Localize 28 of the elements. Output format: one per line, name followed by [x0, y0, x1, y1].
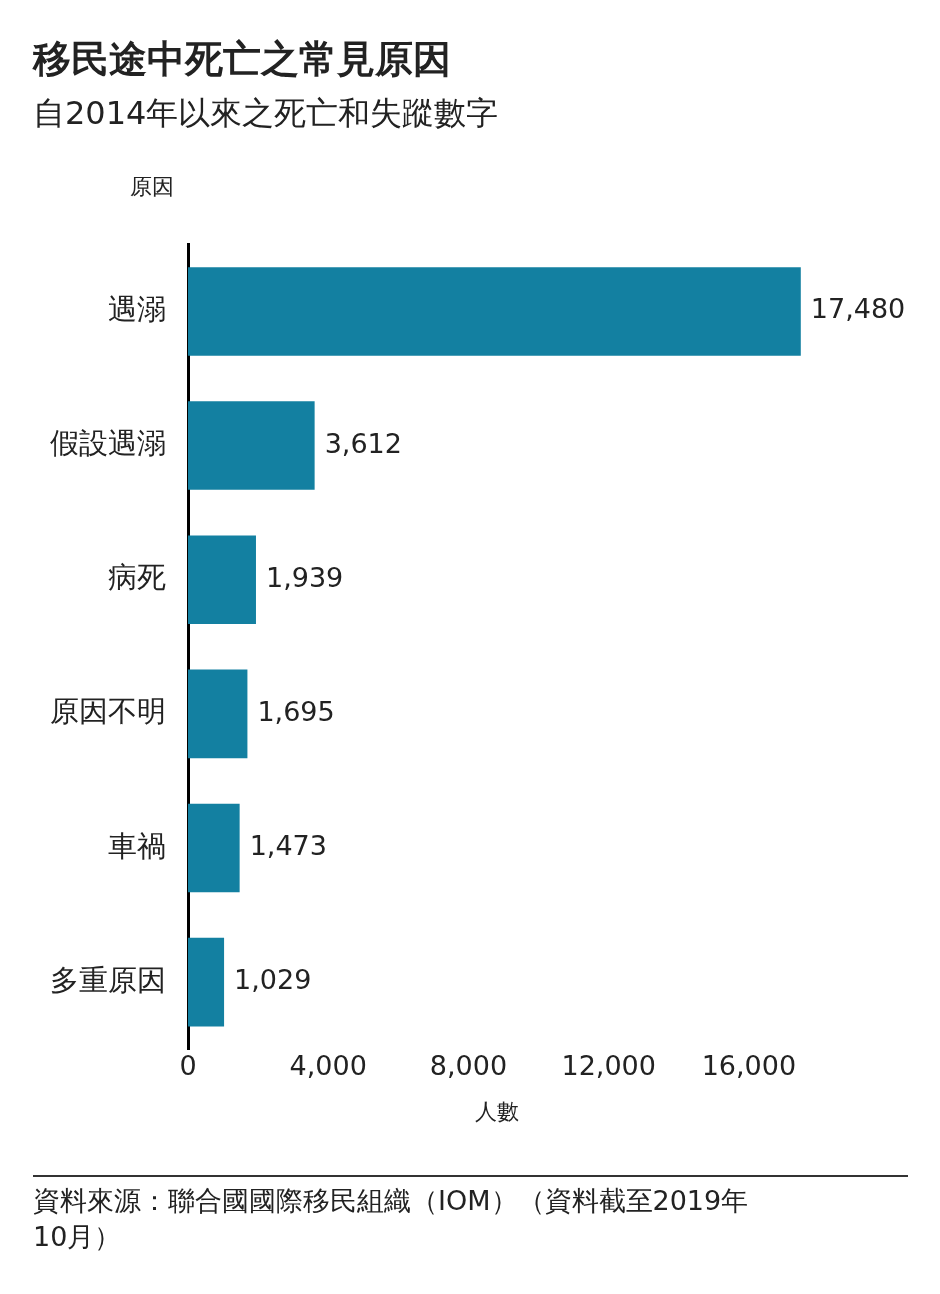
data-label: 1,029	[234, 964, 312, 996]
bar	[188, 401, 315, 490]
y-tick-label: 病死	[108, 560, 166, 595]
x-axis-title: 人數	[474, 1098, 519, 1124]
chart-title: 移民途中死亡之常見原因	[33, 36, 451, 83]
y-tick-label: 遇溺	[108, 292, 166, 326]
x-tick-label: 12,000	[561, 1050, 656, 1082]
y-tick-label: 假設遇溺	[50, 426, 166, 461]
x-tick-label: 16,000	[701, 1050, 797, 1082]
x-tick-label: 4,000	[289, 1050, 367, 1082]
chart-subtitle: 自2014年以來之死亡和失蹤數字	[33, 93, 499, 134]
data-label: 17,480	[810, 293, 906, 325]
bar	[188, 669, 248, 759]
data-label: 1,473	[249, 830, 327, 862]
data-label: 3,612	[324, 427, 402, 459]
data-label: 1,695	[257, 695, 335, 727]
bar	[188, 937, 225, 1027]
bar	[188, 535, 256, 624]
bar	[188, 803, 240, 893]
y-tick-label: 原因不明	[50, 694, 166, 729]
y-tick-label: 多重原因	[50, 962, 166, 997]
bar	[188, 267, 801, 356]
y-axis-title: 原因	[130, 173, 174, 201]
source-note: 資料來源：聯合國國際移民組織（IOM）（資料截至2019年10月）	[33, 1184, 750, 1254]
x-tick-label: 8,000	[429, 1050, 508, 1082]
x-tick-label: 0	[179, 1050, 197, 1082]
data-label: 1,939	[265, 561, 344, 593]
y-tick-label: 車禍	[108, 828, 166, 863]
